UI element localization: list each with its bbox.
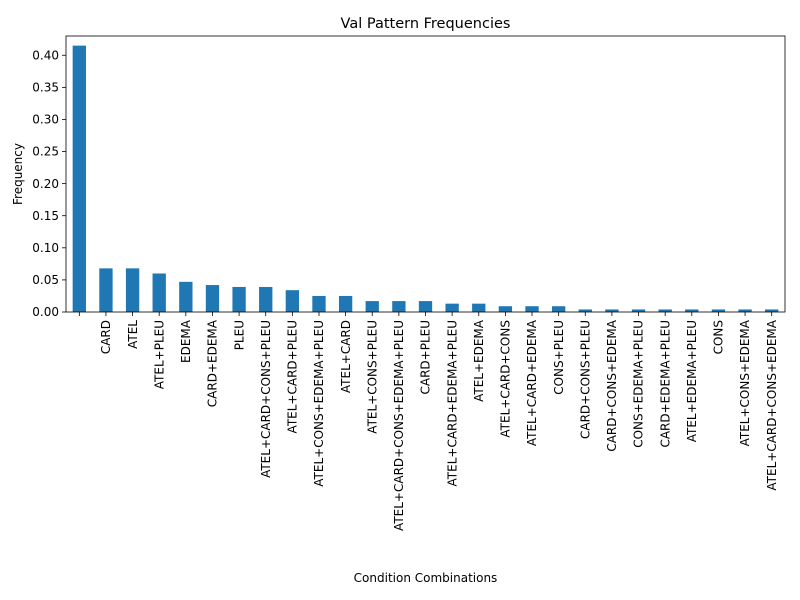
bar xyxy=(578,309,592,312)
bar xyxy=(605,309,619,312)
bar xyxy=(259,286,273,312)
y-tick-label: 0.35 xyxy=(32,81,59,95)
bar xyxy=(392,301,406,312)
plot-frame xyxy=(65,35,786,313)
x-tick-label: CONS+PLEU xyxy=(552,320,566,395)
bar xyxy=(631,309,646,312)
x-tick-label: ATEL+CARD+CONS+EDEMA xyxy=(765,319,779,490)
x-tick-label: CARD+CONS+EDEMA xyxy=(605,319,619,451)
x-tick-label: ATEL+CONS+EDEMA+PLEU xyxy=(312,320,326,487)
bar xyxy=(125,268,140,312)
bar xyxy=(498,306,513,312)
bar xyxy=(99,268,113,312)
y-tick-label: 0.25 xyxy=(32,145,59,159)
bar xyxy=(711,309,726,312)
bar xyxy=(551,306,566,312)
y-axis-label: Frequency xyxy=(11,143,25,205)
y-tick-label: 0.05 xyxy=(32,273,59,287)
x-tick-label: CONS xyxy=(712,320,726,354)
x-tick-label: ATEL+CARD+EDEMA xyxy=(525,319,539,446)
x-tick-label: ATEL+CARD+PLEU xyxy=(286,320,300,433)
x-tick-label: CARD+EDEMA+PLEU xyxy=(658,320,672,448)
bar xyxy=(685,309,699,312)
bars-group xyxy=(72,45,779,313)
x-tick-label: CARD+PLEU xyxy=(419,320,433,395)
bar xyxy=(72,45,86,313)
x-tick-label: ATEL+PLEU xyxy=(152,320,166,389)
bar xyxy=(152,273,166,312)
bar xyxy=(312,295,326,312)
y-tick-label: 0.10 xyxy=(32,241,59,255)
y-tick-label: 0.15 xyxy=(32,209,59,223)
x-tick-label: CONS+EDEMA+PLEU xyxy=(632,320,646,448)
bar xyxy=(179,281,193,312)
bar xyxy=(285,290,300,312)
bar xyxy=(445,303,459,312)
x-tick-label: ATEL xyxy=(126,320,140,349)
bar xyxy=(658,309,672,312)
x-tick-label: ATEL+CARD+CONS+EDEMA+PLEU xyxy=(392,320,406,531)
bar xyxy=(418,301,433,312)
x-tick-label: EDEMA xyxy=(179,319,193,363)
bar xyxy=(472,303,486,312)
bar xyxy=(738,309,752,312)
x-axis-label: Condition Combinations xyxy=(354,571,498,585)
bar xyxy=(232,286,246,312)
x-tick-label: ATEL+CARD+CONS+PLEU xyxy=(259,320,273,478)
bar xyxy=(765,309,779,312)
y-tick-label: 0.30 xyxy=(32,113,59,127)
bar xyxy=(365,301,379,312)
x-axis-ticks: CARD ATEL ATEL+PLEU EDEMA CARD+EDEMA PLEU ATEL… xyxy=(78,312,779,531)
x-tick-label: ATEL+CONS+PLEU xyxy=(365,320,379,434)
x-tick-label: CARD xyxy=(99,320,113,354)
x-tick-label: PLEU xyxy=(232,320,246,350)
x-tick-label: ATEL+EDEMA xyxy=(472,319,486,402)
x-tick-label: CARD+CONS+PLEU xyxy=(578,320,592,439)
x-tick-label: ATEL+CONS+EDEMA xyxy=(738,319,752,446)
y-tick-label: 0.20 xyxy=(32,177,59,191)
bar xyxy=(205,285,220,312)
y-tick-label: 0.00 xyxy=(32,305,59,319)
x-tick-label: ATEL+EDEMA+PLEU xyxy=(685,320,699,442)
y-axis-ticks: 0.00 0.05 0.10 0.15 0.20 0.25 0.30 0.35 0.40 xyxy=(32,48,66,319)
x-tick-label: ATEL+CARD+CONS xyxy=(499,320,513,438)
x-tick-label: CARD+EDEMA xyxy=(206,319,220,407)
x-tick-label: ATEL+CARD xyxy=(339,320,353,393)
bar xyxy=(525,306,539,312)
x-tick-label: ATEL+CARD+EDEMA+PLEU xyxy=(445,320,459,486)
chart-title: Val Pattern Frequencies xyxy=(341,16,511,32)
y-tick-label: 0.40 xyxy=(32,48,59,62)
bar xyxy=(338,295,353,312)
